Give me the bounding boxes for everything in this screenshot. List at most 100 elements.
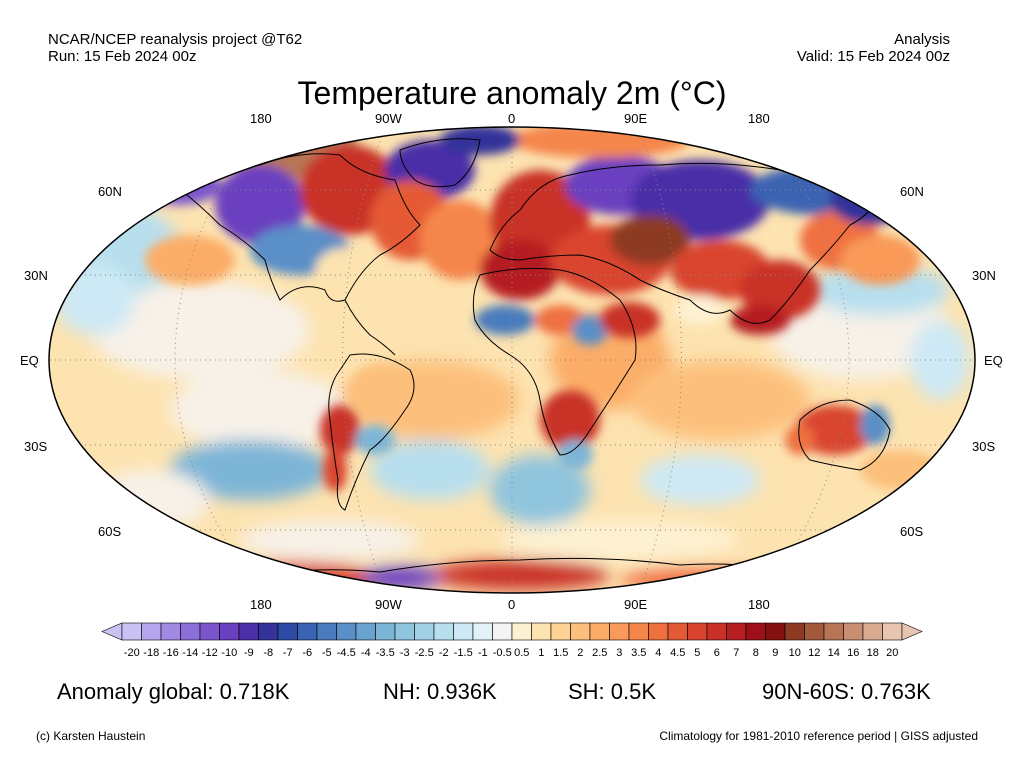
run-time-label: Run: 15 Feb 2024 00z [48,48,197,65]
colorbar-tick-label: -1.5 [454,647,473,659]
colorbar-tick-label: -3.5 [376,647,395,659]
colorbar-swatch [823,622,844,641]
colorbar-tick-label: -10 [221,647,237,659]
colorbar-swatch [589,622,610,641]
colorbar-tick-label: -7 [283,647,293,659]
colorbar-swatch [687,622,708,641]
coastlines [174,138,891,581]
colorbar-swatch [453,622,474,641]
colorbar-swatch [160,622,181,641]
colorbar-tick-label: 4 [655,647,661,659]
colorbar-swatch [609,622,630,641]
colorbar-swatch [472,622,493,641]
lat-label-left-eq: EQ [20,353,39,368]
lat-label-right-60s: 60S [900,524,924,539]
colorbar-tick-label: 20 [886,647,898,659]
valid-time-label: Valid: 15 Feb 2024 00z [796,48,950,65]
colorbar-tick-label: -1 [478,647,488,659]
lon-label-top-90w: 90W [375,111,402,126]
colorbar-tick-label: -8 [263,647,273,659]
colorbar-swatch [336,622,357,641]
colorbar-swatch [180,622,201,641]
colorbar-tick-label: -6 [302,647,312,659]
colorbar-swatch [277,622,298,641]
colorbar-tick-label: -16 [163,647,179,659]
colorbar-tick-label: 2 [577,647,583,659]
colorbar-swatch [199,622,220,641]
lon-label-top-90e: 90E [624,111,648,126]
map-title: Temperature anomaly 2m (°C) [297,75,727,111]
lat-label-left-30n: 30N [24,268,48,283]
colorbar-swatch [258,622,279,641]
lat-label-right-60n: 60N [900,184,924,199]
colorbar-tick-label: 6 [714,647,720,659]
colorbar-tick-label: 5 [694,647,700,659]
polar-anomaly-value: 90N-60S: 0.763K [762,679,931,704]
colorbar-swatch [550,622,571,641]
colorbar-swatch [297,622,318,641]
colorbar-swatch [784,622,805,641]
globe-outline [48,126,976,594]
colorbar-tick-label: 12 [808,647,820,659]
colorbar-tick-label: -20 [124,647,140,659]
colorbar-high-arrow [901,622,923,641]
colorbar-tick-label: 0.5 [514,647,529,659]
colorbar-swatch [394,622,415,641]
colorbar-swatch [219,622,240,641]
colorbar-swatch [570,622,591,641]
colorbar-tick-label: 2.5 [592,647,607,659]
colorbar-low-arrow [101,622,123,641]
colorbar-swatch [765,622,786,641]
graticule [49,127,975,593]
colorbar-tick-label: -5 [322,647,332,659]
lon-label-bottom-180w: 180 [250,597,272,612]
colorbar-swatch [316,622,337,641]
colorbar-swatch [433,622,454,641]
anomaly-field [49,127,975,593]
colorbar-tick-label: 14 [828,647,840,659]
colorbar-tick-label: -0.5 [493,647,512,659]
colorbar-swatch [375,622,396,641]
colorbar-tick-label: -9 [244,647,254,659]
colorbar-tick-label: -4.5 [337,647,356,659]
lon-label-bottom-90w: 90W [375,597,402,612]
colorbar-tick-label: 8 [753,647,759,659]
colorbar-swatch [531,622,552,641]
lat-label-left-30s: 30S [24,439,48,454]
colorbar-tick-label: -2.5 [415,647,434,659]
colorbar-tick-label: 3 [616,647,622,659]
colorbar-swatch [141,622,162,641]
colorbar-tick-label: -14 [182,647,198,659]
lon-label-bottom-180e: 180 [748,597,770,612]
colorbar-swatch [628,622,649,641]
colorbar-tick-label: -18 [143,647,159,659]
colorbar-swatch [511,622,532,641]
colorbar-swatch [121,622,142,641]
climatology-note: Climatology for 1981-2010 reference peri… [659,729,978,743]
colorbar-swatch [882,622,903,641]
lat-label-left-60s: 60S [98,524,122,539]
nh-anomaly-value: NH: 0.936K [383,679,497,704]
colorbar-tick-label: 7 [733,647,739,659]
colorbar-swatch [745,622,766,641]
colorbar-tick-label: 9 [772,647,778,659]
colorbar-swatch [843,622,864,641]
colorbar-tick-label: -3 [400,647,410,659]
lon-label-top-0: 0 [508,111,516,126]
colorbar-tick-label: 18 [867,647,879,659]
analysis-label: Analysis [894,31,950,48]
colorbar-swatch [238,622,259,641]
colorbar-tick-label: 16 [847,647,859,659]
global-anomaly-value: Anomaly global: 0.718K [57,679,290,704]
colorbar-swatch [355,622,376,641]
colorbar-tick-label: 1.5 [553,647,568,659]
colorbar-swatch [648,622,669,641]
colorbar-swatch [804,622,825,641]
colorbar-tick-label: 4.5 [670,647,685,659]
lon-label-top-180w: 180 [250,111,272,126]
colorbar-swatch [862,622,883,641]
colorbar-tick-label: 3.5 [631,647,646,659]
lat-label-right-eq: EQ [984,353,1003,368]
lon-label-top-180e: 180 [748,111,770,126]
